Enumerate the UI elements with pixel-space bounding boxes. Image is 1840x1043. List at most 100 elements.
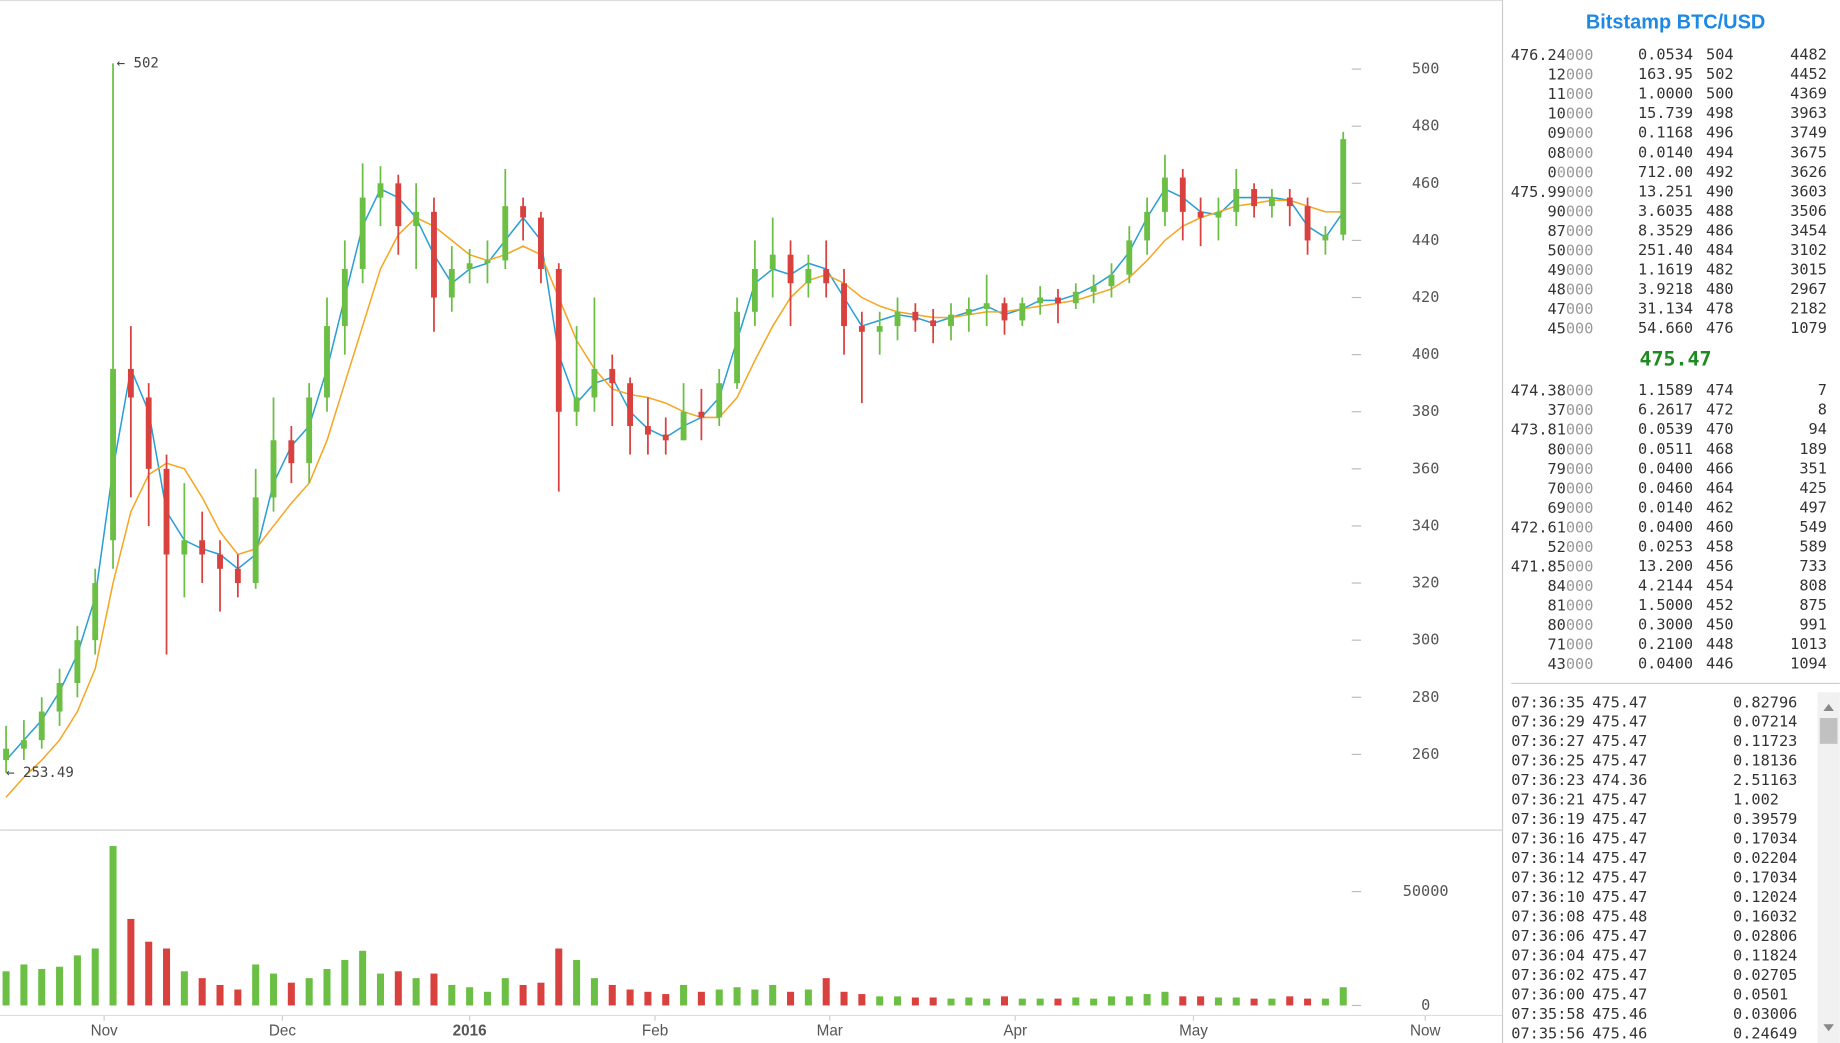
trade-amount: 0.24649 — [1733, 1024, 1797, 1042]
trade-time: 07:36:27 — [1511, 732, 1584, 750]
volume-bar — [56, 966, 64, 1006]
volume-bar — [1339, 987, 1347, 1006]
book-level: 476 — [1706, 319, 1734, 337]
volume-bar — [1161, 991, 1169, 1006]
volume-bar — [1090, 998, 1098, 1006]
volume-bar — [662, 994, 670, 1006]
price-major: 43 — [1548, 655, 1566, 673]
candle-body — [1019, 303, 1026, 321]
book-amount: 15.739 — [1638, 104, 1693, 122]
moving-average — [5, 187, 1344, 761]
y-tick-label: 500 — [1412, 60, 1440, 78]
book-total: 3603 — [1790, 182, 1827, 200]
scrollbar[interactable] — [1817, 692, 1840, 1043]
book-level: 460 — [1706, 518, 1734, 536]
book-price: 47000 — [1548, 299, 1594, 317]
candle-body — [466, 263, 473, 269]
candle-body — [538, 217, 544, 269]
price-minor: 000 — [1566, 381, 1594, 399]
candle-body — [20, 740, 27, 749]
candle-body — [769, 254, 776, 269]
candle-body — [1108, 274, 1115, 287]
candle-body — [127, 368, 134, 398]
x-tick-label: Mar — [817, 1022, 843, 1039]
trade-amount: 0.82796 — [1733, 693, 1797, 711]
candle-body — [359, 197, 366, 269]
trade-time: 07:36:16 — [1511, 830, 1584, 848]
y-tick-label: 340 — [1412, 516, 1440, 534]
y-tick-label: 440 — [1412, 231, 1440, 249]
trade-amount: 0.12024 — [1733, 888, 1797, 906]
book-total: 497 — [1799, 498, 1827, 516]
volume-bar — [626, 989, 634, 1006]
trade-price: 475.47 — [1592, 869, 1647, 887]
book-amount: 1.0000 — [1638, 85, 1693, 103]
volume-bar — [127, 918, 135, 1006]
book-amount: 31.134 — [1638, 299, 1693, 317]
trade-time: 07:36:25 — [1511, 752, 1584, 770]
volume-bar — [501, 978, 509, 1006]
candle-body — [680, 411, 687, 441]
candle-body — [983, 303, 990, 309]
price-minor: 000 — [1566, 241, 1594, 259]
volume-bar — [305, 978, 313, 1006]
y-tick-label: 460 — [1412, 174, 1440, 192]
volume-bar — [573, 959, 581, 1006]
trade-amount: 0.11723 — [1733, 732, 1797, 750]
volume-bar — [947, 998, 955, 1006]
price-minor: 000 — [1566, 46, 1594, 64]
scroll-up[interactable] — [1823, 703, 1834, 711]
candle-body — [38, 711, 45, 741]
candle-body — [1144, 211, 1151, 241]
volume-bar — [983, 998, 991, 1006]
trade-price: 475.47 — [1592, 888, 1647, 906]
book-price: 71000 — [1548, 635, 1594, 653]
book-price: 81000 — [1548, 596, 1594, 614]
book-amount: 6.2617 — [1638, 401, 1693, 419]
volume-bar — [269, 973, 278, 1006]
candle-body — [841, 283, 847, 327]
book-total: 8 — [1818, 401, 1827, 419]
candle-body — [930, 320, 937, 327]
trade-amount: 1.002 — [1733, 791, 1779, 809]
book-price: 10000 — [1548, 104, 1594, 122]
x-tick-label: Dec — [269, 1022, 296, 1039]
trade-time: 07:36:06 — [1511, 927, 1584, 945]
price-minor: 000 — [1566, 104, 1594, 122]
book-amount: 0.0539 — [1638, 420, 1693, 438]
book-total: 3963 — [1790, 104, 1827, 122]
volume-bar — [341, 959, 349, 1006]
book-total: 189 — [1799, 440, 1827, 458]
volume-bar — [769, 984, 777, 1006]
scroll-down[interactable] — [1823, 1024, 1834, 1032]
volume-bar — [680, 984, 688, 1006]
book-price: 473.81000 — [1511, 420, 1594, 438]
candle-body — [751, 268, 758, 312]
book-total: 589 — [1799, 537, 1827, 555]
scrollbar-thumb[interactable] — [1819, 718, 1838, 744]
book-total: 3102 — [1790, 241, 1827, 259]
candle-body — [502, 206, 509, 261]
volume-bar — [715, 989, 723, 1006]
trade-price: 475.47 — [1592, 985, 1647, 1003]
book-level: 502 — [1706, 65, 1734, 83]
candle-body — [1268, 197, 1275, 207]
candle-body — [288, 440, 295, 464]
trade-time: 07:36:10 — [1511, 888, 1584, 906]
trade-time: 07:36:19 — [1511, 810, 1584, 828]
candle-body — [876, 326, 883, 332]
price-minor: 000 — [1566, 479, 1594, 497]
book-price: 37000 — [1548, 401, 1594, 419]
trade-price: 475.47 — [1592, 830, 1647, 848]
book-level: 446 — [1706, 655, 1734, 673]
book-total: 1013 — [1790, 635, 1827, 653]
x-tick-label: Nov — [91, 1022, 118, 1039]
trade-amount: 0.17034 — [1733, 869, 1797, 887]
candle-body — [520, 206, 527, 218]
price-minor: 000 — [1566, 202, 1594, 220]
book-amount: 251.40 — [1638, 241, 1693, 259]
x-tick-label: Apr — [1003, 1022, 1027, 1039]
volume-bar — [376, 973, 385, 1006]
book-amount: 8.3529 — [1638, 221, 1693, 239]
y-tick-label: 400 — [1412, 345, 1440, 363]
